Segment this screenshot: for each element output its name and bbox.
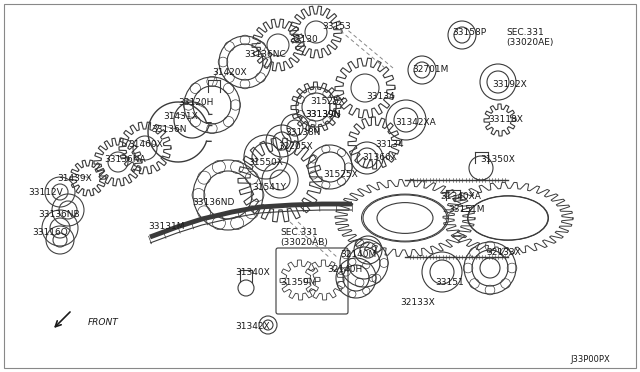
Text: 31541Y: 31541Y xyxy=(252,183,286,192)
Text: 33158P: 33158P xyxy=(452,28,486,37)
Text: FRONT: FRONT xyxy=(88,318,119,327)
Text: 32205X: 32205X xyxy=(278,142,312,151)
Text: 33120H: 33120H xyxy=(178,98,213,107)
Text: 33118X: 33118X xyxy=(488,115,523,124)
Text: SEC.331: SEC.331 xyxy=(280,228,317,237)
Text: 31359M: 31359M xyxy=(280,278,317,287)
Text: 31525X: 31525X xyxy=(310,97,345,106)
Text: 32140H: 32140H xyxy=(327,265,362,274)
Text: 33136ND: 33136ND xyxy=(192,198,234,207)
Text: 32133X: 32133X xyxy=(486,248,521,257)
Text: 31460X: 31460X xyxy=(128,140,163,149)
Text: SEC.331: SEC.331 xyxy=(506,28,544,37)
Text: 33136NC: 33136NC xyxy=(244,50,285,59)
Text: 33134: 33134 xyxy=(366,92,395,101)
Text: 31340XA: 31340XA xyxy=(440,192,481,201)
Text: 33139N: 33139N xyxy=(305,110,340,119)
Text: 33151: 33151 xyxy=(435,278,464,287)
Text: J33P00PX: J33P00PX xyxy=(570,355,610,364)
Text: 33134: 33134 xyxy=(375,140,404,149)
Text: 31525X: 31525X xyxy=(323,170,358,179)
Text: 33192X: 33192X xyxy=(492,80,527,89)
Text: (33020AB): (33020AB) xyxy=(280,238,328,247)
Text: 31439X: 31439X xyxy=(57,174,92,183)
Text: 31366X: 31366X xyxy=(362,153,397,162)
Text: 32140M: 32140M xyxy=(340,250,376,259)
Text: 33136N: 33136N xyxy=(151,125,186,134)
Text: 33131M: 33131M xyxy=(148,222,184,231)
Text: 33153: 33153 xyxy=(322,22,351,31)
Text: 33151M: 33151M xyxy=(448,205,484,214)
Text: 31350X: 31350X xyxy=(480,155,515,164)
Text: 33136NB: 33136NB xyxy=(38,210,79,219)
Text: 33116Q: 33116Q xyxy=(32,228,68,237)
Text: 33130: 33130 xyxy=(289,35,317,44)
Text: 31420X: 31420X xyxy=(212,68,246,77)
Text: 33112V: 33112V xyxy=(28,188,63,197)
Text: 31550X: 31550X xyxy=(248,158,283,167)
Text: 33139N: 33139N xyxy=(305,110,340,119)
Text: 32701M: 32701M xyxy=(412,65,449,74)
Text: 33138N: 33138N xyxy=(285,128,321,137)
Text: 31342X: 31342X xyxy=(235,322,269,331)
Text: 31340X: 31340X xyxy=(235,268,269,277)
Text: 32133X: 32133X xyxy=(400,298,435,307)
Text: 31431X: 31431X xyxy=(163,112,198,121)
Text: 33136NA: 33136NA xyxy=(104,155,146,164)
Text: (33020AE): (33020AE) xyxy=(506,38,554,47)
Text: 31342XA: 31342XA xyxy=(395,118,436,127)
